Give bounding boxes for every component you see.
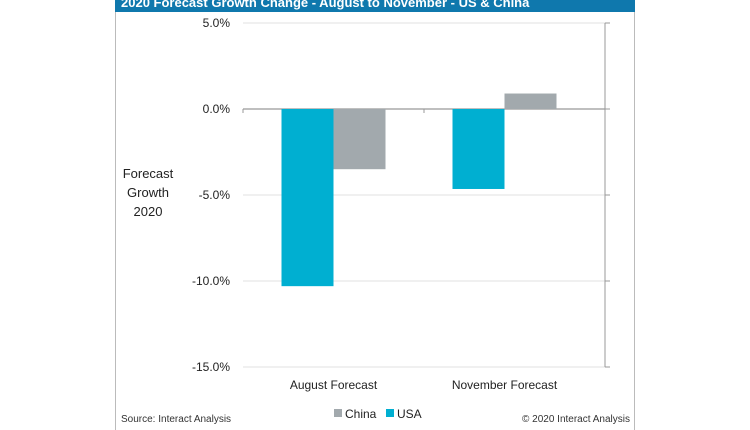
y-axis-label-line: 2020 [134, 204, 163, 219]
y-tick-label: 0.0% [203, 102, 231, 116]
y-tick-label: -10.0% [192, 274, 230, 288]
x-tick-label: August Forecast [290, 378, 378, 392]
copyright: © 2020 Interact Analysis [522, 414, 630, 425]
chart-title: 2020 Forecast Growth Change - August to … [115, 0, 635, 12]
bar-usa-0 [281, 109, 334, 287]
y-axis-label-line: Forecast [123, 166, 174, 181]
legend-swatch-usa [386, 409, 394, 417]
legend-swatch-china [334, 409, 342, 417]
bar-usa-1 [452, 109, 505, 189]
x-tick-label: November Forecast [452, 378, 558, 392]
bar-china-1 [504, 93, 557, 109]
source-note: Source: Interact Analysis [121, 414, 232, 425]
bar-china-0 [333, 109, 386, 170]
legend-label-china: China [345, 407, 377, 421]
y-tick-label: -15.0% [192, 360, 230, 374]
y-tick-label: -5.0% [199, 188, 231, 202]
legend-label-usa: USA [397, 407, 422, 421]
y-tick-label: 5.0% [203, 16, 231, 30]
chart-frame [115, 0, 635, 430]
y-axis-label-line: Growth [127, 185, 169, 200]
